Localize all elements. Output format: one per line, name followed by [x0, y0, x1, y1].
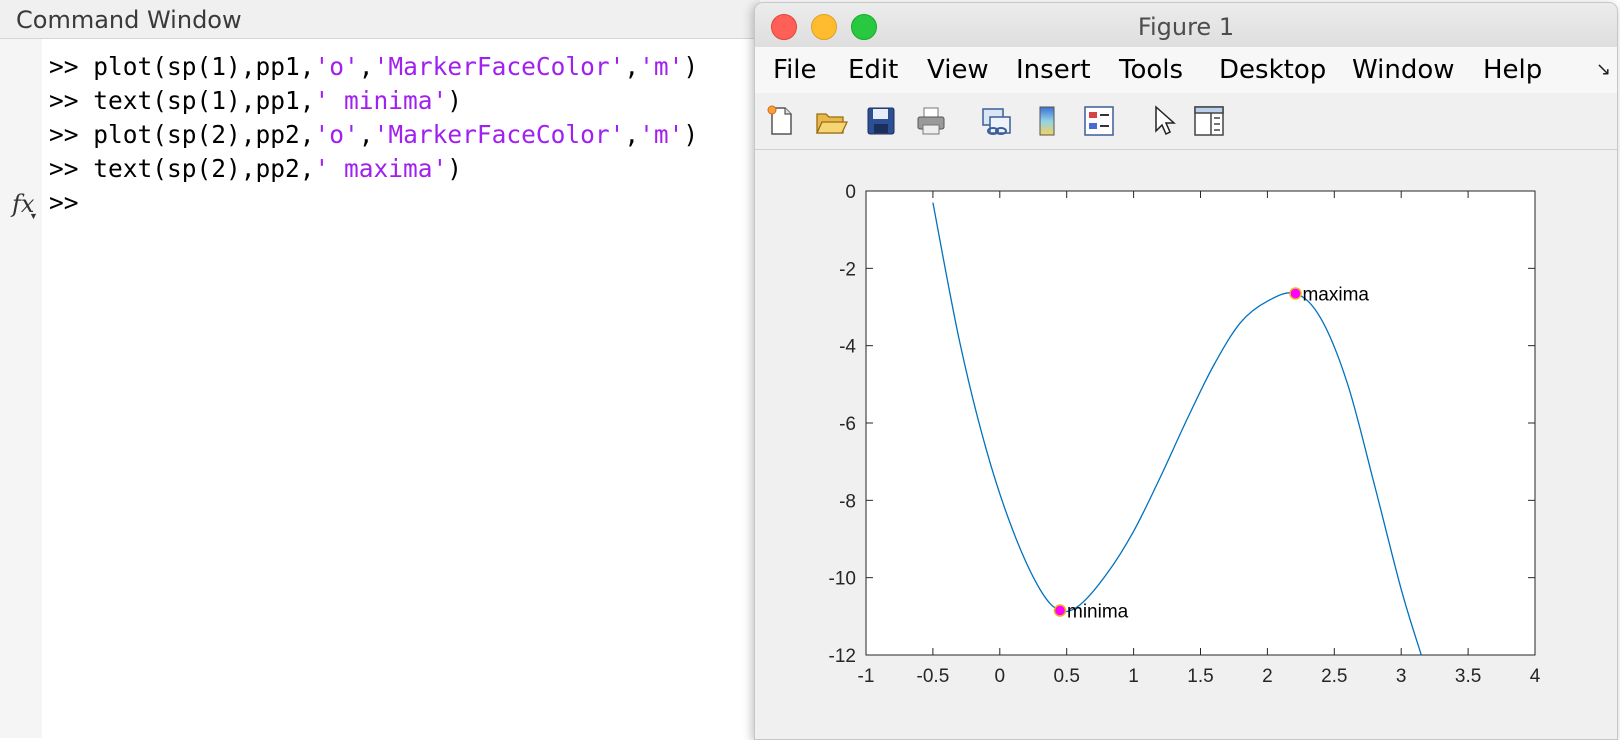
menu-file[interactable]: File — [773, 55, 817, 85]
marker-point[interactable] — [1053, 604, 1067, 617]
x-tick-label: 2.5 — [1321, 666, 1347, 687]
menu-insert[interactable]: Insert — [1016, 55, 1091, 85]
figure-titlebar[interactable]: Figure 1 — [755, 3, 1617, 47]
close-window-button[interactable] — [771, 14, 797, 40]
command-input[interactable]: >> — [49, 186, 79, 220]
string-literal: 'm' — [639, 120, 684, 149]
y-tick-label: -10 — [829, 569, 856, 590]
command-window: Command Window >> plot(sp(1),pp1,'o','Ma… — [0, 0, 760, 738]
menu-overflow-icon[interactable]: ↘ — [1595, 59, 1611, 79]
code: ) — [683, 120, 699, 149]
string-literal: ' maxima' — [314, 154, 448, 183]
string-literal: 'm' — [639, 52, 684, 81]
command-window-title: Command Window — [16, 6, 242, 34]
command-line[interactable]: >> plot(sp(2),pp2,'o','MarkerFaceColor',… — [49, 118, 769, 152]
marker-label: maxima — [1302, 284, 1369, 305]
prompt: >> — [49, 120, 94, 149]
prompt: >> — [49, 188, 79, 217]
command-history[interactable]: >> plot(sp(1),pp1,'o','MarkerFaceColor',… — [49, 50, 769, 186]
code: text(sp(1),pp1, — [93, 86, 315, 115]
figure-menubar: File Edit View Insert Tools Desktop Wind… — [755, 47, 1617, 93]
figure-title: Figure 1 — [1137, 13, 1235, 41]
code: text(sp(2),pp2, — [93, 154, 315, 183]
command-line[interactable]: >> text(sp(2),pp2,' maxima') — [49, 152, 769, 186]
menu-help[interactable]: Help — [1483, 55, 1543, 85]
new-figure-icon[interactable] — [763, 103, 799, 139]
command-line[interactable]: >> text(sp(1),pp1,' minima') — [49, 84, 769, 118]
function-browser-icon[interactable]: fx — [12, 190, 35, 218]
series-line[interactable] — [932, 202, 1422, 655]
code: , — [358, 52, 374, 81]
x-tick-label: 1.5 — [1187, 666, 1213, 687]
x-tick-label: 3 — [1396, 666, 1407, 687]
code: plot(sp(2),pp2, — [93, 120, 315, 149]
legend-icon[interactable] — [1081, 103, 1117, 139]
y-tick-label: 0 — [845, 182, 856, 203]
minimize-window-button[interactable] — [811, 14, 837, 40]
open-folder-icon[interactable] — [813, 103, 849, 139]
figure-window: Figure 1 File Edit View Insert Tools Des… — [754, 2, 1618, 740]
menu-edit[interactable]: Edit — [848, 55, 899, 85]
x-tick-label: 4 — [1530, 666, 1541, 687]
prompt: >> — [49, 154, 94, 183]
maximize-window-button[interactable] — [851, 14, 877, 40]
marker-label: minima — [1067, 602, 1129, 623]
code: , — [358, 120, 374, 149]
menu-view[interactable]: View — [927, 55, 989, 85]
x-tick-label: 3.5 — [1455, 666, 1481, 687]
plot-svg[interactable]: -1 -0.5 0 0.5 1 1.5 2 2.5 3 3.5 4 0 -2 -4 -6 -8 -10 -12 mi… — [755, 150, 1617, 739]
string-literal: ' minima' — [314, 86, 448, 115]
string-literal: 'o' — [314, 52, 359, 81]
y-tick-label: -2 — [839, 259, 856, 280]
figure-canvas[interactable]: -1 -0.5 0 0.5 1 1.5 2 2.5 3 3.5 4 0 -2 -4 -6 -8 -10 -12 mi… — [755, 150, 1617, 739]
menu-window[interactable]: Window — [1352, 55, 1455, 85]
code: ) — [683, 52, 699, 81]
x-tick-label: 1 — [1128, 666, 1139, 687]
link-plot-icon[interactable] — [979, 103, 1015, 139]
menu-tools[interactable]: Tools — [1119, 55, 1184, 85]
y-tick-label: -6 — [839, 414, 856, 435]
save-icon[interactable] — [863, 103, 899, 139]
prompt: >> — [49, 52, 94, 81]
code: , — [624, 52, 640, 81]
property-inspector-icon[interactable] — [1191, 103, 1227, 139]
x-tick-label: 0.5 — [1053, 666, 1079, 687]
code: ) — [447, 86, 463, 115]
prompt: >> — [49, 86, 94, 115]
code: , — [624, 120, 640, 149]
string-literal: 'o' — [314, 120, 359, 149]
axes-box[interactable] — [865, 190, 1536, 656]
code: ) — [447, 154, 463, 183]
string-literal: 'MarkerFaceColor' — [373, 52, 625, 81]
code: plot(sp(1),pp1, — [93, 52, 315, 81]
menu-desktop[interactable]: Desktop — [1219, 55, 1327, 85]
x-tick-label: 2 — [1262, 666, 1273, 687]
string-literal: 'MarkerFaceColor' — [373, 120, 625, 149]
marker-point[interactable] — [1289, 287, 1302, 300]
x-tick-label: -0.5 — [917, 666, 950, 687]
command-window-header: Command Window — [0, 0, 760, 39]
command-window-gutter — [0, 39, 42, 738]
print-icon[interactable] — [913, 103, 949, 139]
figure-toolbar — [755, 93, 1617, 150]
pointer-icon[interactable] — [1145, 103, 1181, 139]
x-tick-label: 0 — [995, 666, 1006, 687]
y-tick-label: -12 — [829, 646, 856, 667]
y-tick-label: -4 — [839, 337, 856, 358]
y-tick-label: -8 — [839, 491, 856, 512]
x-tick-label: -1 — [858, 666, 875, 687]
command-line[interactable]: >> plot(sp(1),pp1,'o','MarkerFaceColor',… — [49, 50, 769, 84]
chevron-down-icon: ▼ — [29, 211, 38, 221]
colorbar-icon[interactable] — [1029, 103, 1065, 139]
